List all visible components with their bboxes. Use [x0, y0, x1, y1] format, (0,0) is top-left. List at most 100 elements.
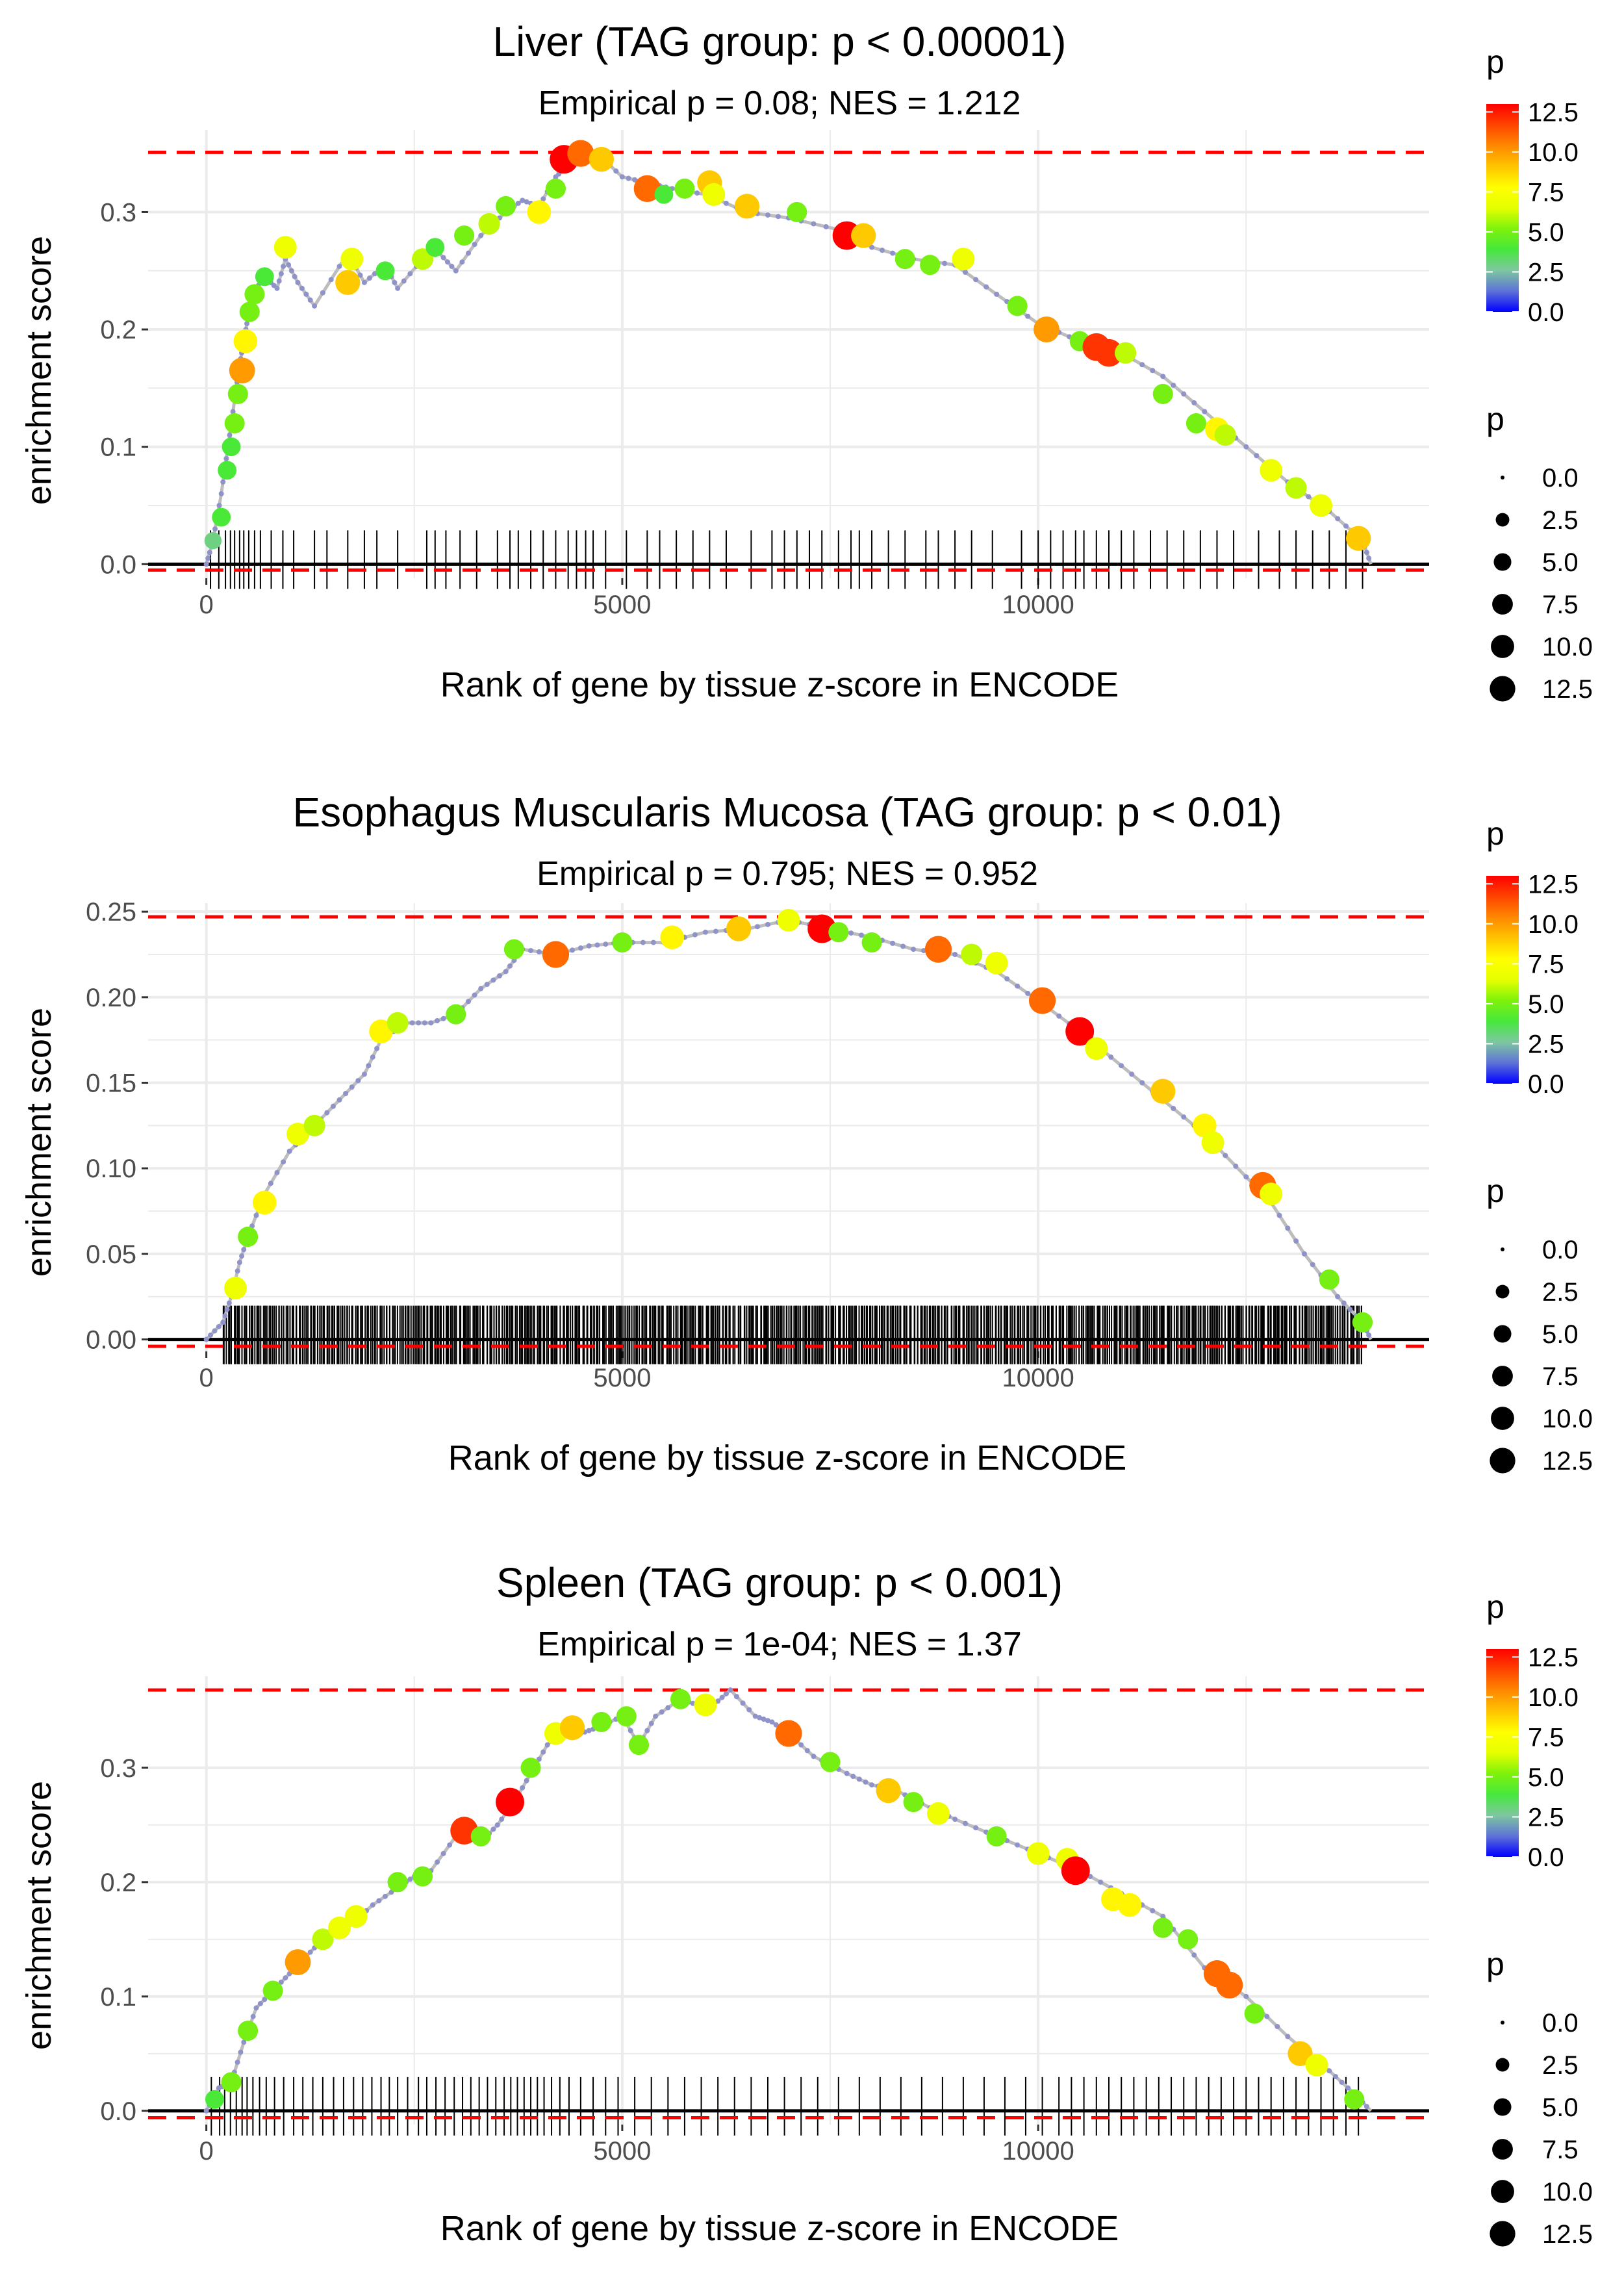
gene-point: [670, 1689, 691, 1709]
gene-point-small: [286, 1148, 292, 1154]
size-legend-label: 7.5: [1542, 1362, 1579, 1391]
gene-point-small: [528, 948, 534, 954]
size-legend-label: 2.5: [1542, 2051, 1579, 2080]
gene-point: [1285, 477, 1307, 499]
gene-point-small: [644, 1728, 650, 1733]
gene-point-small: [274, 285, 280, 291]
color-bar-label: 2.5: [1528, 1030, 1564, 1058]
gene-point-small: [715, 1698, 721, 1704]
gene-point-small: [503, 969, 509, 975]
x-axis-title: Rank of gene by tissue z-score in ENCODE: [448, 1438, 1126, 1477]
gene-point-small: [366, 275, 372, 281]
gene-point: [229, 357, 255, 384]
gene-point-small: [203, 561, 209, 567]
gene-point: [633, 175, 661, 202]
gene-point-small: [1015, 1842, 1021, 1848]
gene-point: [1346, 526, 1371, 551]
gene-point-small: [1171, 382, 1176, 388]
gene-point-small: [1025, 990, 1031, 996]
gene-point-small: [540, 196, 546, 202]
gene-point-small: [1366, 556, 1372, 561]
gene-point-small: [223, 455, 229, 461]
gene-point-small: [1345, 2085, 1351, 2091]
y-axis-title: enrichment score: [19, 236, 58, 505]
gene-point-small: [241, 2039, 247, 2045]
gene-point: [726, 916, 752, 941]
y-tick-label: 0.00: [86, 1326, 136, 1355]
gene-point: [470, 1826, 491, 1846]
gene-point-small: [220, 1320, 226, 1325]
gene-point-small: [1306, 494, 1312, 500]
gene-point: [340, 248, 364, 271]
gene-point: [204, 532, 222, 550]
gene-point-small: [434, 1859, 440, 1865]
panel-title: Liver (TAG group: p < 0.00001): [493, 18, 1067, 65]
size-legend-label: 2.5: [1542, 1278, 1579, 1307]
color-bar-label: 2.5: [1528, 1803, 1564, 1832]
gene-point-small: [890, 940, 896, 946]
size-legend-label: 0.0: [1542, 1236, 1579, 1264]
gene-point-small: [449, 263, 455, 269]
gene-point-small: [216, 1323, 222, 1329]
gene-point-small: [1366, 1332, 1372, 1338]
gene-point: [221, 2072, 242, 2093]
gene-point: [503, 939, 524, 960]
gene-point: [920, 255, 941, 275]
gene-point-small: [1202, 409, 1208, 415]
size-legend-label: 10.0: [1542, 633, 1593, 661]
color-bar-label: 0.0: [1528, 1843, 1564, 1872]
gene-point: [387, 1012, 409, 1034]
gene-point-small: [1285, 2034, 1291, 2039]
color-bar-label: 2.5: [1528, 258, 1564, 287]
gene-point-small: [665, 1705, 671, 1711]
gene-point-small: [207, 550, 212, 556]
gene-point-small: [208, 1332, 214, 1338]
gene-point-small: [401, 278, 407, 284]
gene-point-small: [507, 963, 513, 969]
gene-point: [1117, 1893, 1142, 1917]
gene-point-small: [253, 1212, 259, 1218]
y-tick-label: 0.0: [100, 550, 136, 579]
x-tick-label: 0: [199, 1364, 214, 1392]
gene-point-small: [236, 1260, 242, 1266]
gene-point-small: [1347, 1307, 1353, 1312]
gene-point-small: [1004, 976, 1010, 982]
gene-point-small: [694, 190, 700, 196]
gene-point-small: [728, 1687, 733, 1693]
panel-subtitle: Empirical p = 0.795; NES = 0.952: [537, 855, 1038, 893]
gene-point-small: [719, 1694, 725, 1700]
gene-point: [628, 1735, 650, 1756]
gene-point: [1310, 494, 1333, 517]
y-axis-title: enrichment score: [19, 1008, 58, 1277]
gene-point-small: [299, 285, 305, 291]
gene-point-small: [963, 270, 969, 275]
gene-point-small: [1191, 1952, 1197, 1958]
gene-point-small: [811, 1754, 817, 1759]
gene-point-small: [1139, 1080, 1145, 1086]
gene-point: [807, 914, 837, 943]
gene-point-small: [235, 1268, 240, 1274]
gene-point-small: [880, 248, 885, 253]
gene-point-small: [409, 1020, 415, 1026]
size-legend-dot: [1495, 1284, 1510, 1299]
y-tick-label: 0.15: [86, 1069, 136, 1098]
gene-point-small: [613, 168, 619, 174]
gene-point-small: [1191, 400, 1197, 405]
y-tick-label: 0.05: [86, 1240, 136, 1269]
gene-point-small: [478, 233, 484, 238]
gene-point-small: [863, 1779, 869, 1785]
y-tick-label: 0.25: [86, 898, 136, 926]
size-legend-label: 0.0: [1542, 464, 1579, 492]
gene-point-small: [702, 929, 708, 935]
gene-point-small: [1264, 2013, 1270, 2019]
gene-point-small: [440, 1850, 446, 1856]
gene-point-small: [303, 291, 309, 297]
x-tick-label: 10000: [1002, 1364, 1074, 1392]
gene-point-small: [224, 1307, 230, 1312]
gene-point-small: [1243, 444, 1249, 450]
gene-point-small: [765, 921, 770, 927]
gene-point-small: [361, 279, 367, 285]
size-legend-dot: [1491, 2180, 1514, 2203]
gene-point: [273, 236, 297, 259]
gene-point-small: [520, 1785, 526, 1791]
